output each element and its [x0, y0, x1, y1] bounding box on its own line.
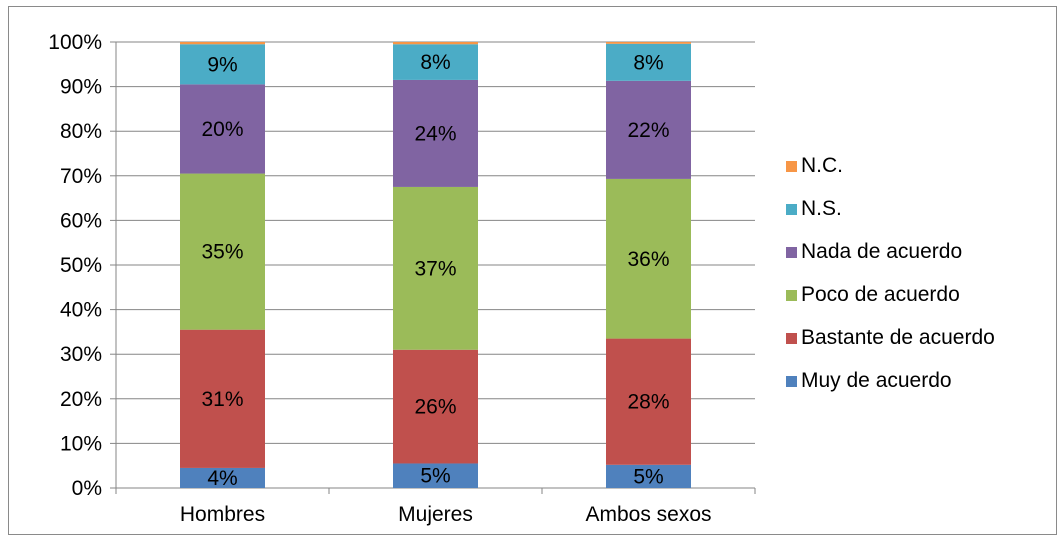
- data-label: 20%: [201, 118, 243, 141]
- legend-swatch: [786, 333, 797, 344]
- bars: [180, 42, 691, 488]
- y-tick-label: 70%: [60, 165, 102, 188]
- data-label: 8%: [420, 51, 450, 74]
- data-label: 26%: [414, 396, 456, 419]
- legend-swatch: [786, 161, 797, 172]
- data-label: 5%: [420, 465, 450, 488]
- y-tick-label: 80%: [60, 120, 102, 143]
- bar-segment: [606, 43, 691, 81]
- bar-segment: [180, 42, 265, 45]
- stacked-bar-chart: 0% 10% 20% 30% 40% 50% 60% 70% 80% 90% 100% Hombres…: [48, 31, 995, 526]
- data-label: 8%: [633, 51, 663, 74]
- y-tick-label: 30%: [60, 343, 102, 366]
- data-label: 5%: [633, 465, 663, 488]
- y-tick-label: 20%: [60, 388, 102, 411]
- y-tick-label: 10%: [60, 432, 102, 455]
- bar-segment: [393, 349, 478, 464]
- axes: 0% 10% 20% 30% 40% 50% 60% 70% 80% 90% 100% Hombres…: [48, 31, 756, 526]
- data-label: 9%: [207, 53, 237, 76]
- legend-label: Poco de acuerdo: [801, 283, 960, 306]
- x-category-label: Ambos sexos: [585, 503, 711, 526]
- bar-segment: [606, 338, 691, 465]
- data-label: 28%: [627, 391, 669, 414]
- data-label: 22%: [627, 119, 669, 142]
- legend-swatch: [786, 376, 797, 387]
- data-label: 36%: [627, 248, 669, 271]
- bar-segment: [393, 79, 478, 187]
- legend-label: N.S.: [801, 197, 842, 220]
- y-tick-label: 40%: [60, 299, 102, 322]
- bar-segment: [180, 329, 265, 468]
- legend-label: N.C.: [801, 154, 843, 177]
- bar-segment: [606, 42, 691, 44]
- data-label: 31%: [201, 388, 243, 411]
- bar-segment: [180, 44, 265, 85]
- legend: N.C. N.S. Nada de acuerdo Poco de acuerdo Ba…: [786, 154, 995, 392]
- data-labels: 4% 31% 35% 20% 9% 5% 26% 37% 24% 8% 5% 28% 36% 22% 8%: [201, 51, 669, 490]
- bar-segment: [393, 463, 478, 488]
- legend-swatch: [786, 247, 797, 258]
- x-category-label: Mujeres: [398, 503, 473, 526]
- data-label: 35%: [201, 241, 243, 264]
- bar-segment: [393, 186, 478, 350]
- bar-segment: [606, 80, 691, 179]
- legend-swatch: [786, 290, 797, 301]
- legend-label: Muy de acuerdo: [801, 369, 952, 392]
- bar-segment: [606, 178, 691, 339]
- bar-segment: [393, 44, 478, 80]
- x-category-label: Hombres: [180, 503, 265, 526]
- y-tick-label: 0%: [72, 477, 102, 500]
- y-tick-label: 50%: [60, 254, 102, 277]
- bar-segment: [180, 467, 265, 488]
- legend-label: Nada de acuerdo: [801, 240, 962, 263]
- bar-segment: [393, 42, 478, 45]
- y-tick-label: 90%: [60, 76, 102, 99]
- data-label: 37%: [414, 257, 456, 280]
- chart-frame: 0% 10% 20% 30% 40% 50% 60% 70% 80% 90% 100% Hombres…: [8, 6, 1057, 535]
- y-tick-label: 60%: [60, 209, 102, 232]
- data-label: 24%: [414, 122, 456, 145]
- legend-swatch: [786, 204, 797, 215]
- bar-segment: [606, 464, 691, 488]
- bar-segment: [180, 173, 265, 330]
- bar-segment: [180, 84, 265, 174]
- data-label: 4%: [207, 467, 237, 490]
- y-tick-label: 100%: [48, 31, 102, 54]
- legend-label: Bastante de acuerdo: [801, 326, 995, 349]
